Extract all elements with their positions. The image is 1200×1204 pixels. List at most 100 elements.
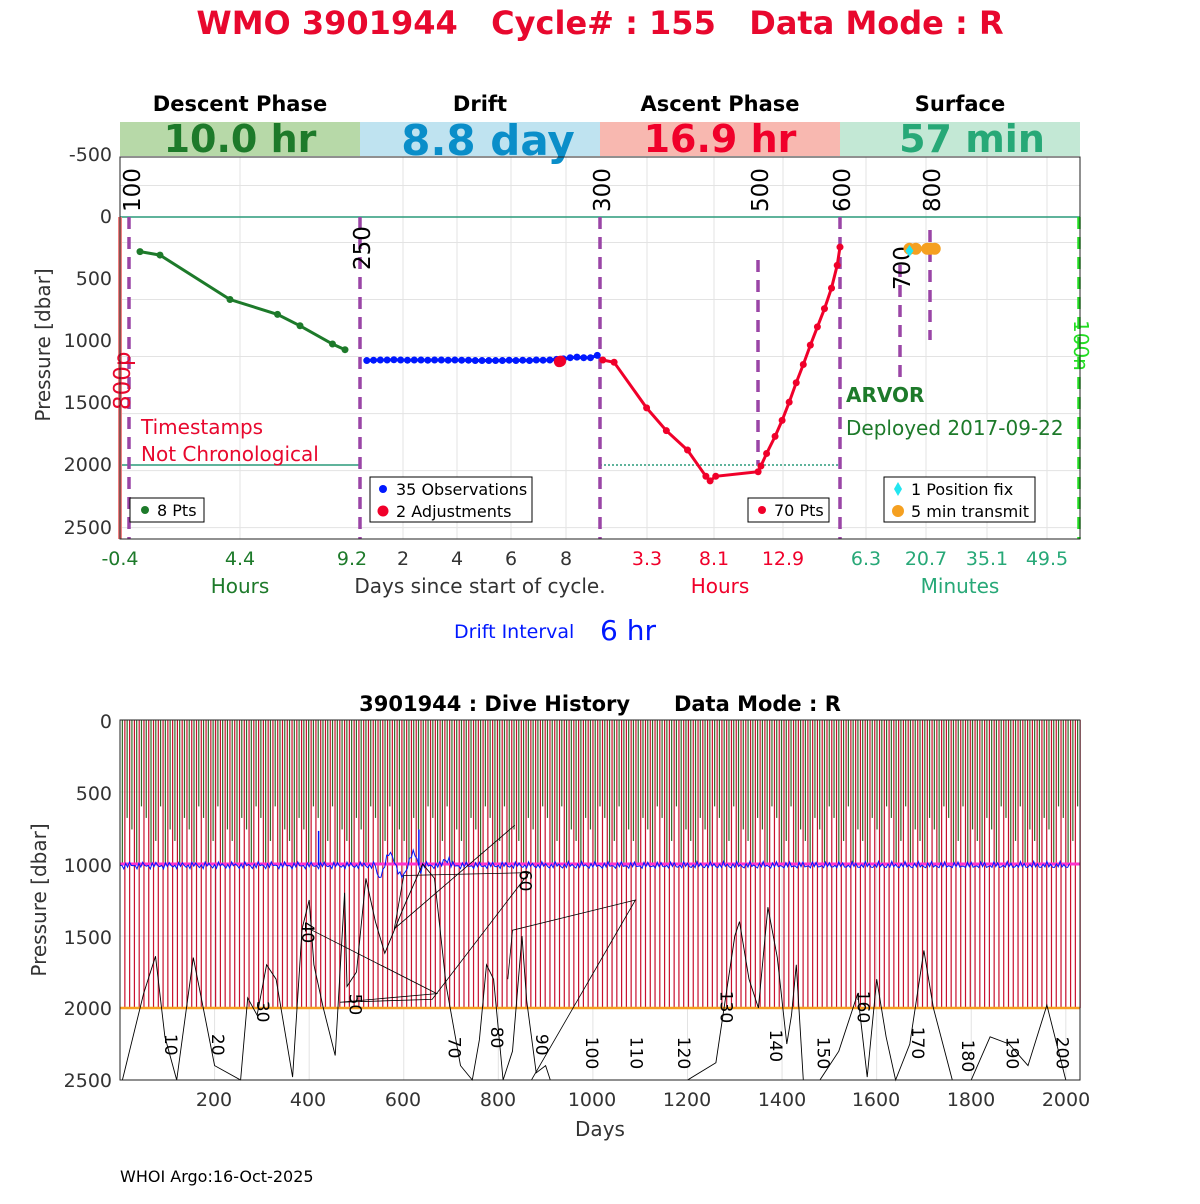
- top-ytick: 1000: [64, 330, 112, 352]
- descent-point: [274, 310, 281, 318]
- ascent-xticks: 3.3 8.1 12.9: [632, 548, 804, 570]
- top-ytick: 2000: [64, 454, 112, 476]
- cycle-label: 80: [486, 1027, 506, 1049]
- descent-point: [296, 322, 304, 330]
- drift-point: [451, 356, 459, 364]
- drift-point: [492, 357, 500, 365]
- cycle-label: 190: [1002, 1037, 1022, 1069]
- bottom-xtick: 800: [480, 1089, 516, 1111]
- cycle-label: 120: [673, 1037, 693, 1069]
- drift-point: [363, 357, 371, 365]
- drift-pressure-trace: [120, 848, 1071, 879]
- descent-xtick: -0.4: [101, 548, 138, 570]
- drift-point: [593, 351, 601, 359]
- connector-line: [308, 824, 530, 1003]
- ascent-point: [836, 243, 844, 251]
- drift-point: [566, 354, 574, 362]
- cycle-label: 170: [907, 1027, 927, 1059]
- ascent-xtick: 3.3: [632, 548, 662, 570]
- dive-history-frame: [119, 719, 1081, 1081]
- dive-history-title: 3901944 : Dive History Data Mode : R: [359, 692, 841, 716]
- vline-label-300: 300: [590, 168, 616, 212]
- cycle-label: 10: [160, 1034, 180, 1056]
- legend-marker: [758, 506, 766, 514]
- ascent-point: [610, 358, 618, 366]
- surface-xtick: 35.1: [966, 548, 1008, 570]
- ascent-point: [813, 323, 821, 331]
- ascent-xlabel: Hours: [691, 574, 750, 598]
- ascent-point: [820, 305, 828, 313]
- drift-point: [437, 356, 445, 364]
- ascent-point: [833, 261, 841, 269]
- descent-point: [156, 251, 164, 259]
- float-type: ARVOR: [846, 383, 924, 407]
- surface-legend-transmit: 5 min transmit: [911, 502, 1029, 521]
- phase-duration-descent: 10.0 hr: [164, 117, 317, 161]
- drift-point: [464, 356, 472, 364]
- descent-point: [136, 248, 144, 256]
- ascent-point: [757, 462, 765, 470]
- phase-band-surface: [840, 122, 1080, 156]
- dive-history-series: [120, 720, 1081, 1082]
- drift-point: [471, 357, 479, 365]
- descent-line: [139, 250, 346, 352]
- bottom-xtick: 600: [385, 1089, 421, 1111]
- cycle-label: 20: [207, 1034, 227, 1056]
- vline-label-250: 250: [350, 226, 376, 270]
- top-ytick: 500: [76, 268, 112, 290]
- cycle-label: 90: [531, 1034, 551, 1056]
- cycle-label: 200: [1051, 1037, 1071, 1069]
- bottom-xtick: 1800: [947, 1089, 995, 1111]
- legend-marker: [892, 505, 904, 517]
- top-ytick: 1500: [64, 392, 112, 414]
- vline-label-100: 100: [120, 168, 146, 212]
- descent-xtick: 4.4: [225, 548, 255, 570]
- drift-point: [539, 356, 547, 364]
- surface-legend-fix: 1 Position fix: [911, 480, 1013, 499]
- descent-series: [136, 248, 349, 354]
- dive-history-cycle-labels: 10 20 30 40 50 60 70 80 90 100 110 120 130 140 150 160 1…: [160, 870, 1072, 1072]
- phase-name-surface: Surface: [915, 92, 1005, 116]
- phase-band-drift: [360, 122, 600, 156]
- descent-legend-label: 8 Pts: [157, 501, 197, 520]
- vline-label-600: 600: [830, 168, 856, 212]
- vline-label-800p: 800p: [110, 352, 136, 411]
- top-ytick: 2500: [64, 517, 112, 539]
- top-ytick: 0: [100, 206, 112, 228]
- drift-point: [417, 356, 425, 364]
- drift-xtick: 4: [451, 548, 463, 570]
- drift-point: [485, 357, 493, 365]
- cycle-label: 40: [297, 922, 317, 944]
- bottom-xtick: 1200: [663, 1089, 711, 1111]
- phase-duration-drift: 8.8 day: [401, 116, 575, 165]
- descent-point: [329, 340, 336, 348]
- surface-xtick: 49.5: [1026, 548, 1068, 570]
- position-fix-point: [905, 244, 914, 257]
- bottom-xtick: 400: [290, 1089, 326, 1111]
- cycle-label: 130: [716, 991, 736, 1023]
- drift-xtick: 2: [397, 548, 409, 570]
- drift-legend-adj: 2 Adjustments: [396, 502, 511, 521]
- ascent-line: [602, 246, 842, 483]
- cycle-label: 100: [581, 1037, 601, 1069]
- ascent-legend-label: 70 Pts: [774, 501, 824, 520]
- bottom-ytick: 0: [100, 711, 112, 733]
- cycle-chart: Pressure [dbar] -500 0 500 1000 1500 200…: [31, 144, 1093, 598]
- dive-history-chart: 3901944 : Dive History Data Mode : R 10 2…: [27, 692, 1090, 1141]
- drift-series: [363, 351, 601, 368]
- cycle-label: 150: [813, 1037, 833, 1069]
- drift-point: [519, 356, 527, 364]
- drift-point: [431, 356, 439, 364]
- drift-xticks: 2 4 6 8: [397, 548, 572, 570]
- ascent-point: [778, 416, 786, 424]
- drift-point: [546, 356, 554, 364]
- phase-name-drift: Drift: [453, 92, 507, 116]
- bottom-xticks: 200 400 600 800 1000 1200 1400 1600 1800…: [196, 1089, 1090, 1111]
- cycle-label: 30: [252, 1001, 272, 1023]
- cycle-label: 70: [444, 1037, 464, 1059]
- vline-label-800: 800: [920, 168, 946, 212]
- ascent-point: [828, 284, 836, 292]
- bottom-xtick: 1600: [852, 1089, 900, 1111]
- descent-point: [226, 296, 234, 304]
